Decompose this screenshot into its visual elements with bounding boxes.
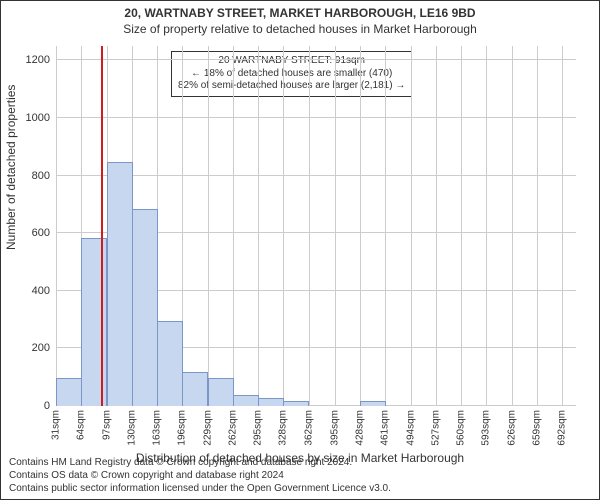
- footer-line1: Contains HM Land Registry data © Crown c…: [9, 456, 391, 469]
- ytick-label: 600: [32, 227, 50, 239]
- xtick-label: 31sqm: [51, 410, 62, 440]
- grid-v: [283, 46, 284, 406]
- grid-v: [411, 46, 412, 406]
- xtick-label: 626sqm: [506, 410, 517, 446]
- grid-v: [436, 46, 437, 406]
- xtick-label: 97sqm: [101, 410, 112, 440]
- histogram-bar: [360, 401, 386, 406]
- xtick-label: 428sqm: [355, 410, 366, 446]
- ytick-label: 1200: [26, 54, 50, 66]
- xtick-label: 229sqm: [202, 410, 213, 446]
- grid-v: [537, 46, 538, 406]
- grid-v: [461, 46, 462, 406]
- grid-h: [56, 117, 576, 118]
- grid-v: [335, 46, 336, 406]
- footer-line2: Contains OS data © Crown copyright and d…: [9, 469, 391, 482]
- ytick-label: 800: [32, 170, 50, 182]
- xtick-label: 295sqm: [253, 410, 264, 446]
- grid-v: [56, 46, 57, 406]
- footer-line3: Contains public sector information licen…: [9, 482, 391, 495]
- marker-line: [101, 46, 103, 406]
- histogram-bar: [56, 378, 82, 406]
- callout-line3: 82% of semi-detached houses are larger (…: [178, 80, 405, 93]
- grid-v: [385, 46, 386, 406]
- callout-line1: 20 WARTNABY STREET: 91sqm: [178, 55, 405, 68]
- xtick-label: 527sqm: [430, 410, 441, 446]
- xtick-label: 196sqm: [177, 410, 188, 446]
- xtick-label: 64sqm: [76, 410, 87, 440]
- grid-v: [486, 46, 487, 406]
- grid-v: [233, 46, 234, 406]
- ytick-label: 1000: [26, 112, 50, 124]
- callout-line2: ← 18% of detached houses are smaller (47…: [178, 68, 405, 81]
- histogram-bar: [283, 401, 309, 406]
- title-main: 20, WARTNABY STREET, MARKET HARBOROUGH, …: [1, 6, 599, 20]
- histogram-bar: [81, 238, 107, 406]
- histogram-bar: [157, 321, 183, 406]
- grid-v: [562, 46, 563, 406]
- xtick-label: 163sqm: [152, 410, 163, 446]
- grid-h: [56, 175, 576, 176]
- figure-container: 20, WARTNABY STREET, MARKET HARBOROUGH, …: [0, 0, 600, 500]
- grid-v: [258, 46, 259, 406]
- plot-area: 20 WARTNABY STREET: 91sqm ← 18% of detac…: [56, 46, 576, 406]
- xtick-label: 560sqm: [456, 410, 467, 446]
- histogram-bar: [132, 209, 158, 406]
- histogram-bar: [233, 395, 259, 406]
- grid-h: [56, 59, 576, 60]
- histogram-bar: [258, 398, 284, 406]
- xtick-label: 494sqm: [405, 410, 416, 446]
- xtick-label: 130sqm: [126, 410, 137, 446]
- grid-v: [360, 46, 361, 406]
- grid-v: [208, 46, 209, 406]
- xtick-label: 362sqm: [304, 410, 315, 446]
- histogram-bar: [208, 378, 234, 406]
- footer: Contains HM Land Registry data © Crown c…: [9, 456, 391, 495]
- xtick-label: 593sqm: [481, 410, 492, 446]
- xtick-label: 328sqm: [278, 410, 289, 446]
- ytick-label: 0: [44, 400, 50, 412]
- xtick-label: 692sqm: [557, 410, 568, 446]
- xtick-label: 659sqm: [531, 410, 542, 446]
- histogram-bar: [182, 372, 208, 406]
- ytick-label: 400: [32, 285, 50, 297]
- histogram-bar: [107, 162, 133, 406]
- grid-v: [512, 46, 513, 406]
- xtick-label: 395sqm: [329, 410, 340, 446]
- grid-v: [309, 46, 310, 406]
- y-axis-title: Number of detached properties: [4, 85, 18, 250]
- ytick-label: 200: [32, 342, 50, 354]
- xtick-label: 262sqm: [227, 410, 238, 446]
- xtick-label: 461sqm: [380, 410, 391, 446]
- title-sub: Size of property relative to detached ho…: [1, 22, 599, 36]
